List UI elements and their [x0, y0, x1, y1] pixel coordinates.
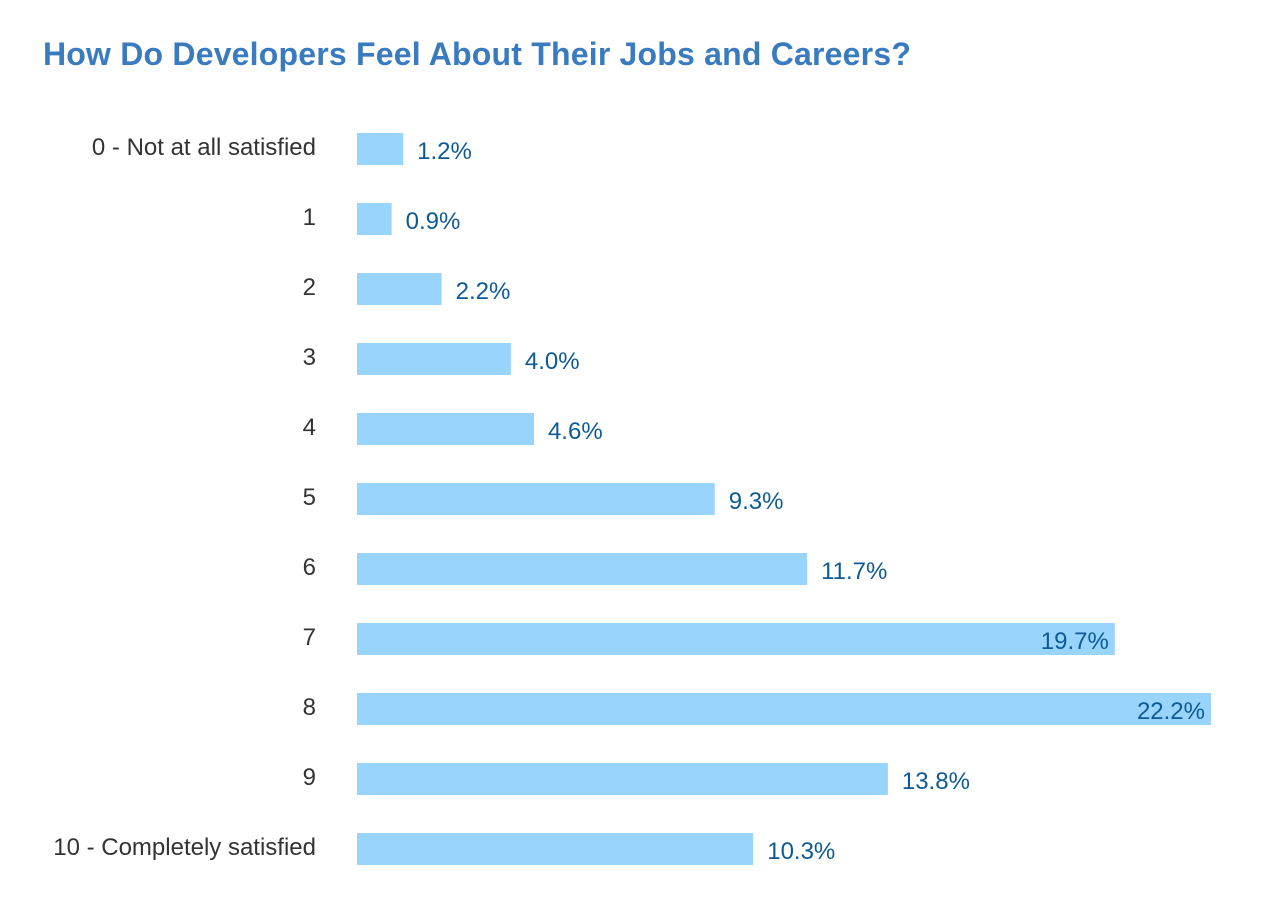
data-label: 19.7%: [1041, 628, 1109, 655]
bar: [357, 763, 888, 795]
data-label: 10.3%: [767, 838, 835, 865]
data-label: 4.0%: [525, 348, 580, 375]
category-label: 1: [303, 204, 316, 231]
bar: [357, 413, 534, 445]
data-label: 22.2%: [1137, 698, 1205, 725]
bar: [357, 343, 511, 375]
data-label: 4.6%: [548, 418, 603, 445]
bar: [357, 203, 392, 235]
bars: [357, 133, 1211, 865]
chart-title: How Do Developers Feel About Their Jobs …: [43, 36, 912, 72]
category-label: 3: [303, 344, 316, 371]
category-labels: 0 - Not at all satisfied 1 2 3 4 5 6 7 8 9 10 - Co…: [53, 134, 316, 861]
bar: [357, 483, 715, 515]
category-label: 2: [303, 274, 316, 301]
category-label: 7: [303, 624, 316, 651]
category-label: 5: [303, 484, 316, 511]
category-label: 9: [303, 764, 316, 791]
data-label: 11.7%: [821, 558, 887, 585]
category-label: 8: [303, 694, 316, 721]
bar: [357, 693, 1211, 725]
data-label: 0.9%: [406, 208, 461, 235]
bar: [357, 133, 404, 165]
value-labels: 1.2% 0.9% 2.2% 4.0% 4.6% 9.3% 11.7% 19.7% 22.2% 1…: [406, 138, 1205, 865]
data-label: 1.2%: [417, 138, 472, 165]
category-label: 10 - Completely satisfied: [53, 834, 316, 861]
data-label: 9.3%: [729, 488, 784, 515]
category-label: 6: [303, 554, 316, 581]
bar: [357, 273, 442, 305]
category-label: 0 - Not at all satisfied: [92, 134, 316, 161]
bar: [357, 833, 754, 865]
bar: [357, 623, 1115, 655]
bar: [357, 553, 808, 585]
data-label: 2.2%: [456, 278, 511, 305]
data-label: 13.8%: [902, 768, 970, 795]
category-label: 4: [303, 414, 316, 441]
